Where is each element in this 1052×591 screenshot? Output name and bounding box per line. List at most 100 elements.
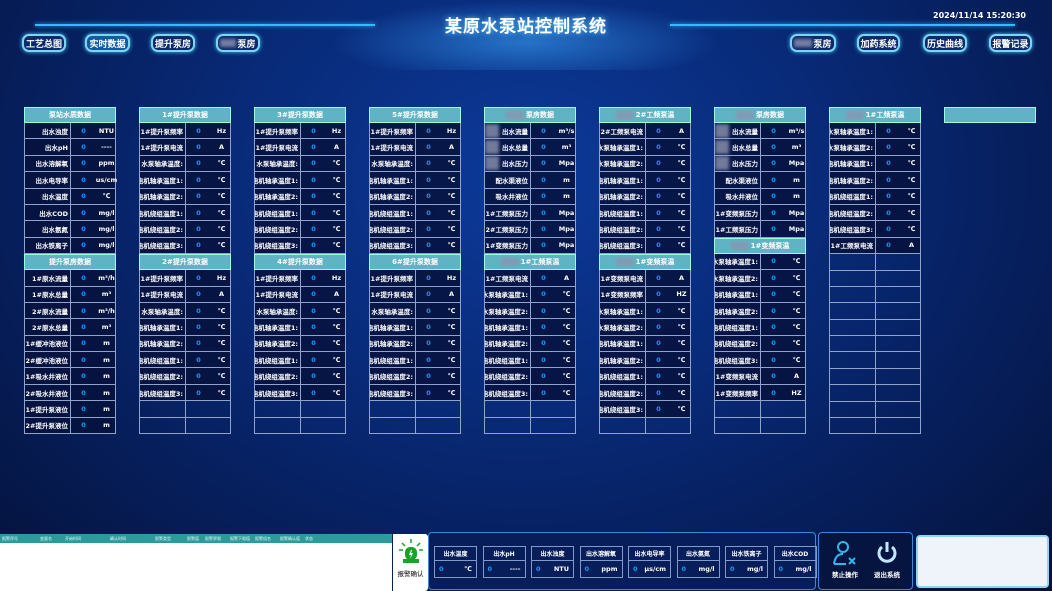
row-value: 0 <box>656 208 661 217</box>
row-label-text: 出水电导率 <box>35 176 69 185</box>
redacted-text <box>715 140 729 155</box>
row-unit: ℃ <box>677 143 686 152</box>
nav-button[interactable]: 历史曲线 <box>923 34 967 52</box>
row-label: 1#提升泵频率 <box>370 123 416 139</box>
row-unit: A <box>448 290 455 299</box>
row-value: 0 <box>426 306 431 315</box>
row-label-text: 2#缓冲池液位 <box>25 356 68 365</box>
row-label-text: 电机轴承温度2: <box>370 340 413 349</box>
row-unit: m <box>103 339 110 348</box>
table-row: 电机绕组温度3: 0 ℃ <box>139 384 231 402</box>
empty-cell <box>876 385 901 400</box>
empty-row <box>829 418 921 435</box>
row-value: 0 <box>426 143 431 152</box>
table-row: 配水渠液位 0 m <box>484 172 576 189</box>
table-row: 电机绕组温度3: 0 ℃ <box>139 237 231 255</box>
row-value: 0 <box>771 322 776 331</box>
row-value: 0 <box>426 225 431 234</box>
row-label: 出水总量 <box>485 139 531 155</box>
exit-system-button[interactable]: 退出系统 <box>867 539 907 579</box>
row-label-text: 1#提升泵电流 <box>140 291 183 300</box>
row-label-text: 配水渠液位 <box>495 176 529 185</box>
row-label-text: 1#提升泵频率 <box>140 127 183 136</box>
table-header: 1#工频泵温 <box>829 107 921 123</box>
row-value: 0 <box>426 175 431 184</box>
alarm-column-header[interactable]: 报警类型 <box>155 535 171 541</box>
table-row: 出水流量 0 m³/s <box>714 123 806 140</box>
row-label: 电机轴承温度2: <box>600 188 646 204</box>
row-unit: Mpa <box>788 208 805 217</box>
empty-cell <box>485 401 531 417</box>
alarm-column-header[interactable]: 变量名 <box>40 535 52 541</box>
alarm-column-header[interactable]: 报警组名 <box>255 535 271 541</box>
quality-label: 出水浊度 <box>531 546 574 561</box>
alarm-column-header[interactable]: 报警下限值 <box>230 535 250 541</box>
row-value: 0 <box>656 273 661 282</box>
table-row: 1#提升泵频率 0 Hz <box>369 270 461 287</box>
alarm-column-header[interactable]: 确认时间 <box>110 535 126 541</box>
empty-cell <box>876 320 901 335</box>
disable-operation-button[interactable]: 禁止操作 <box>825 539 865 579</box>
nav-button[interactable]: 加药系统 <box>857 34 900 52</box>
redacted-text <box>845 111 864 119</box>
row-label: 水泵轴承温度2: <box>485 302 531 319</box>
row-value: 0 <box>656 290 661 299</box>
nav-button[interactable]: 提升泵房 <box>151 34 195 52</box>
alarm-ack-button[interactable]: 报警确认 <box>393 534 428 591</box>
table-row: 电机绕组温度2: 0 ℃ <box>599 221 691 238</box>
nav-button[interactable]: 工艺总图 <box>22 34 66 52</box>
quality-value: 0 <box>536 565 541 573</box>
row-value: 0 <box>771 388 776 397</box>
data-table: 提升泵房数据 1#原水流量 0 m³/h 1#原水总量 0 m³ 2#原水流量 0 m³/h 2#原… <box>24 254 116 435</box>
row-label-text: 吸水井液位 <box>725 193 759 202</box>
row-label: 水泵轴承温度2: <box>715 270 761 286</box>
nav-button[interactable]: 泵房 <box>216 34 260 52</box>
quality-unit: mg/l <box>698 565 715 573</box>
table-row: 吸水井液位 0 m <box>714 188 806 205</box>
row-unit: ℃ <box>562 388 571 397</box>
alarm-beacon-icon <box>398 539 423 563</box>
quality-label: 出水铁离子 <box>725 546 768 561</box>
alarm-column-header[interactable]: 开始时间 <box>65 535 81 541</box>
row-label-text: 电机绕组温度1: <box>140 209 183 218</box>
alarm-column-header[interactable]: 状态 <box>305 535 313 541</box>
row-label: 电机绕组温度1: <box>370 204 416 221</box>
quality-value: 0 <box>487 565 493 573</box>
row-label: 1#工频泵压力 <box>485 204 531 221</box>
row-value: 0 <box>426 241 431 250</box>
row-unit: ---- <box>101 143 112 152</box>
row-label: 1#提升泵电流 <box>255 139 301 155</box>
row-unit: ℃ <box>907 208 916 217</box>
row-label-text: 出水压力 <box>732 160 758 169</box>
alarm-table[interactable]: 报警序号 变量名 开始时间 确认时间 报警类型 报警值 报警界限 报警下限值 报警组名 报警确认值… <box>0 534 392 591</box>
quality-unit: mg/l <box>795 565 812 573</box>
table-row: 电机绕组温度2: 0 ℃ <box>369 221 461 238</box>
empty-row <box>829 352 921 369</box>
row-unit: A <box>333 143 340 152</box>
alarm-column-header[interactable]: 报警确认值 <box>280 535 300 541</box>
alarm-column-header[interactable]: 报警界限 <box>205 535 221 541</box>
row-value: 0 <box>426 208 431 217</box>
row-unit: A <box>678 126 685 135</box>
table-row: 出水COD 0 mg/l <box>24 204 116 222</box>
table-row: 电机绕组温度3: 0 ℃ <box>254 384 346 402</box>
alarm-column-header[interactable]: 报警值 <box>187 535 199 541</box>
row-label: 电机绕组温度1: <box>715 319 761 335</box>
alarm-column-header[interactable]: 报警序号 <box>2 535 18 541</box>
quality-value-row: 0 mg/l <box>773 561 817 578</box>
row-value: 0 <box>196 322 201 331</box>
nav-button[interactable]: 报警记录 <box>989 34 1032 52</box>
row-label-text: 1#吸水井液位 <box>25 373 68 382</box>
nav-button[interactable]: 实时数据 <box>85 34 130 52</box>
row-value: 0 <box>771 372 776 381</box>
table-row: 1#原水流量 0 m³/h <box>24 270 116 287</box>
row-label: 电机轴承温度2: <box>140 335 186 352</box>
nav-button[interactable]: 泵房 <box>790 34 836 52</box>
row-value: 0 <box>311 306 316 315</box>
row-unit: ℃ <box>562 339 571 348</box>
row-label: 电机轴承温度1: <box>370 172 416 188</box>
table-row: 电机绕组温度2: 0 ℃ <box>254 221 346 238</box>
table-row: 电机绕组温度3: 0 ℃ <box>599 237 691 255</box>
row-unit: ℃ <box>907 192 916 201</box>
row-label-text: 水泵轴承温度1: <box>830 127 873 136</box>
